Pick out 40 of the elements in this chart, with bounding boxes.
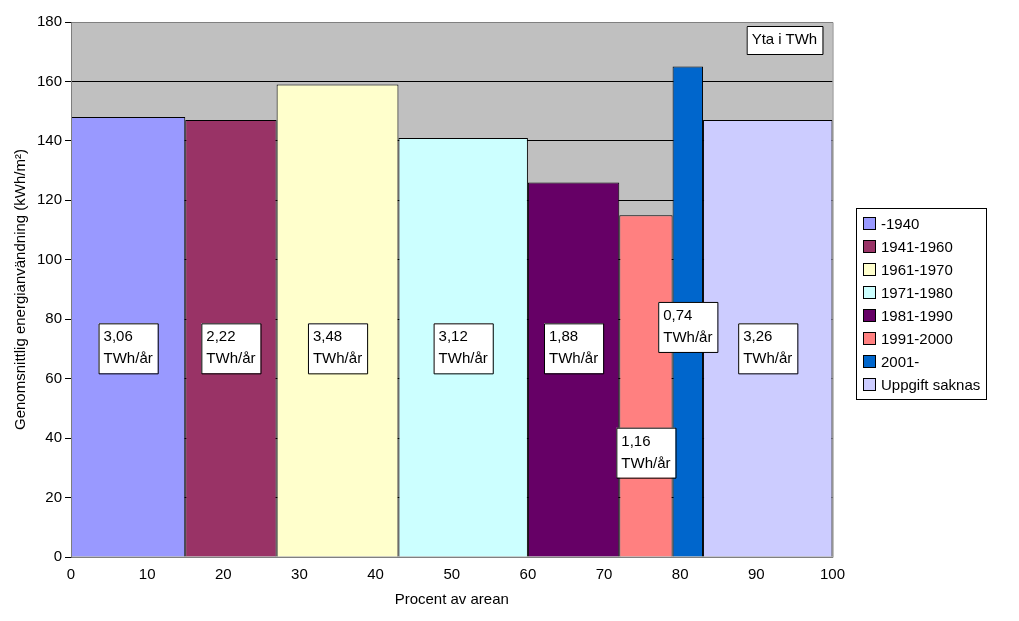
y-tick-label: 40	[45, 428, 63, 446]
y-tick-label: 20	[45, 487, 63, 505]
annotation: 1,16 TWh/år	[621, 431, 671, 471]
y-tick-label: 120	[37, 190, 63, 208]
x-tick-label: 100	[819, 565, 845, 583]
x-axis-title: Procent av arean	[394, 590, 509, 608]
y-tick-label: 0	[53, 547, 63, 565]
y-tick-label: 100	[37, 249, 63, 267]
legend-label: -1940	[881, 214, 920, 234]
annotation: 3,06 TWh/år	[103, 327, 153, 367]
legend-label: 1961-1970	[881, 260, 953, 280]
y-tick-label: 160	[37, 71, 63, 89]
y-tick-label: 180	[37, 12, 63, 30]
x-tick-label: 90	[748, 565, 765, 583]
x-tick-label: 40	[367, 565, 384, 583]
x-tick-label: 30	[291, 565, 308, 583]
annotation: 0,74 TWh/år	[663, 306, 713, 346]
annotation: 3,26 TWh/år	[743, 327, 793, 367]
y-tick-label: 80	[45, 309, 63, 327]
x-tick-label: 60	[519, 565, 537, 583]
legend-label: 1941-1960	[881, 237, 953, 257]
legend-label: Uppgift saknas	[881, 375, 981, 395]
x-tick-label: 50	[443, 565, 461, 583]
annotation: 1,88 TWh/år	[549, 327, 599, 367]
x-tick-label: 20	[214, 565, 232, 583]
annotation: 3,48 TWh/år	[312, 327, 363, 367]
x-tick-label: 10	[138, 565, 156, 583]
y-tick-label: 60	[45, 368, 63, 386]
legend-label: 1971-1980	[881, 283, 953, 303]
legend-label: 1991-2000	[881, 329, 953, 349]
legend-label: 2001-	[881, 352, 920, 372]
y-axis-title: Genomsnittlig energianvändning (kWh/m²)	[11, 149, 29, 430]
annotation: Yta i TWh	[751, 30, 818, 48]
x-tick-label: 0	[66, 565, 76, 583]
y-tick-label: 140	[37, 131, 63, 149]
annotation: 2,22 TWh/år	[206, 327, 256, 367]
x-tick-label: 70	[595, 565, 613, 583]
legend-label: 1981-1990	[881, 306, 953, 326]
x-tick-label: 80	[671, 565, 689, 583]
annotation: 3,12 TWh/år	[438, 327, 488, 367]
